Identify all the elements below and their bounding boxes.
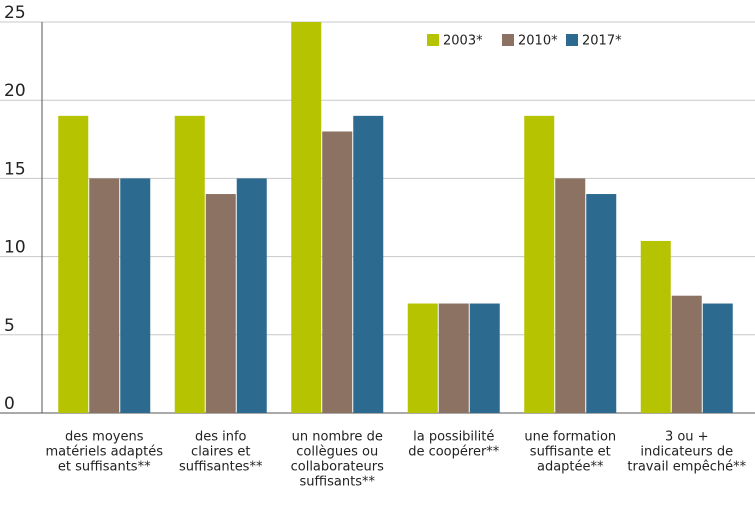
bar [120, 178, 151, 413]
x-tick-label: et suffisants** [58, 460, 151, 475]
legend-swatch [502, 34, 514, 46]
x-tick-label: suffisante et [530, 445, 611, 460]
bar [407, 303, 438, 413]
bar [640, 240, 671, 413]
bar [586, 194, 617, 413]
y-tick-label: 10 [4, 238, 26, 258]
x-tick-label: collaborateurs [291, 460, 384, 475]
y-tick-label: 15 [4, 159, 26, 179]
x-tick-label: indicateurs de [640, 445, 733, 460]
legend-swatch [427, 34, 439, 46]
bar [89, 178, 120, 413]
bar [291, 22, 322, 413]
bar [236, 178, 267, 413]
x-tick-label: claires et [191, 445, 250, 460]
x-tick-label: une formation [524, 430, 616, 445]
x-tick-label: la possibilité [413, 430, 494, 445]
bar [555, 178, 586, 413]
bar [174, 115, 205, 413]
legend-label: 2003* [443, 34, 483, 49]
x-tick-label: suffisants** [300, 475, 376, 490]
x-tick-label: 3 ou + [665, 430, 709, 445]
bar [438, 303, 469, 413]
y-tick-label: 0 [4, 394, 15, 414]
y-tick-label: 20 [4, 81, 26, 101]
x-tick-label: des info [195, 430, 247, 445]
x-tick-label: suffisantes** [179, 460, 263, 475]
legend-swatch [566, 34, 578, 46]
bar [524, 115, 555, 413]
bar [322, 131, 353, 414]
bar [469, 303, 500, 413]
y-tick-label: 5 [4, 316, 15, 336]
x-tick-label: adaptée** [537, 460, 604, 475]
bar [58, 115, 89, 413]
legend-label: 2010* [518, 34, 558, 49]
x-tick-label: de coopérer** [408, 445, 500, 460]
legend-label: 2017* [582, 34, 622, 49]
y-tick-label: 25 [4, 3, 26, 23]
bar [205, 194, 236, 413]
bar [671, 295, 702, 413]
x-tick-label: un nombre de [292, 430, 383, 445]
bar [702, 303, 733, 413]
x-tick-label: des moyens [65, 430, 144, 445]
x-tick-label: collègues ou [296, 445, 378, 460]
bar [353, 115, 384, 413]
x-tick-label: travail empêché** [627, 460, 746, 475]
x-tick-label: matériels adaptés [45, 445, 163, 460]
